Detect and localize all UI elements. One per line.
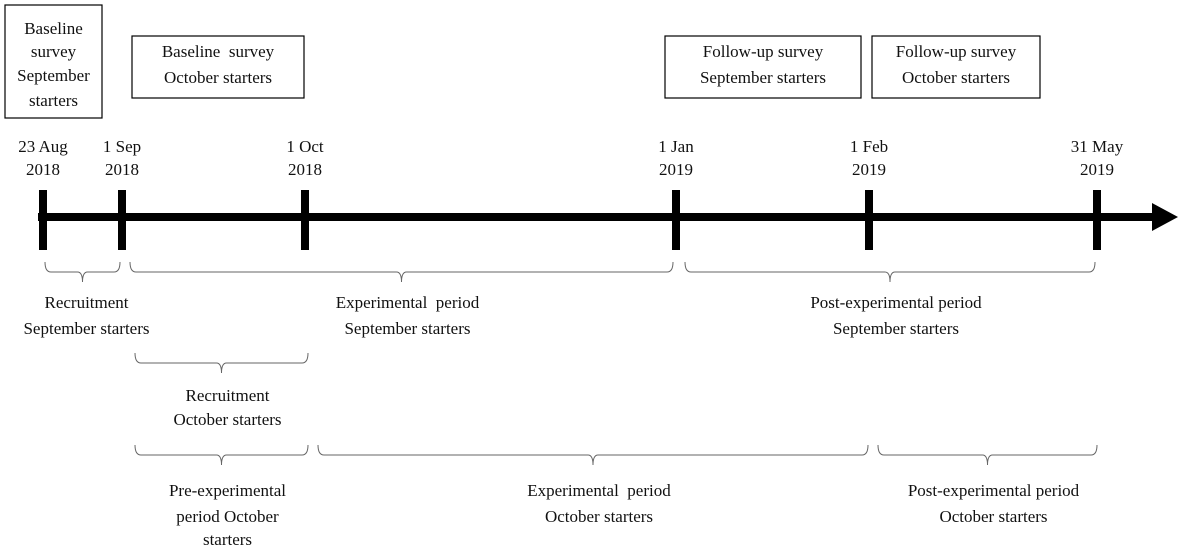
survey-label: Follow-up survey (896, 42, 1017, 61)
period-label: September starters (23, 319, 149, 338)
date-label: 2018 (26, 160, 60, 179)
date-tick (118, 190, 126, 250)
date-tick (39, 190, 47, 250)
date-label: 2019 (1080, 160, 1114, 179)
date-label: 2019 (659, 160, 693, 179)
survey-label: starters (29, 91, 78, 110)
period-bracket (129, 261, 674, 283)
date-label: 1 Jan (658, 137, 694, 156)
period-label: Post-experimental period (810, 293, 982, 312)
survey-label: September starters (700, 68, 826, 87)
period-label: October starters (545, 507, 653, 526)
date-tick (672, 190, 680, 250)
period-bracket (317, 444, 869, 466)
period-bracket (134, 444, 309, 466)
timeline-arrowhead (1152, 203, 1178, 231)
survey-box (4, 4, 103, 119)
date-tick (1093, 190, 1101, 250)
period-bracket (44, 261, 121, 283)
date-label: 2018 (105, 160, 139, 179)
survey-box (871, 35, 1041, 99)
period-bracket (134, 352, 309, 374)
date-label: 1 Feb (850, 137, 888, 156)
period-bracket (684, 261, 1096, 283)
survey-label: October starters (164, 68, 272, 87)
period-label: Recruitment (185, 386, 269, 405)
period-label: Post-experimental period (908, 481, 1080, 500)
date-label: 2018 (288, 160, 322, 179)
period-label: September starters (833, 319, 959, 338)
period-label: October starters (173, 410, 281, 429)
date-tick (865, 190, 873, 250)
period-label: Experimental period (336, 293, 480, 312)
period-label: September starters (344, 319, 470, 338)
period-label: period October (176, 507, 279, 526)
survey-label: September (17, 66, 90, 85)
period-label: Experimental period (527, 481, 671, 500)
survey-box (664, 35, 862, 99)
period-bracket (877, 444, 1098, 466)
period-label: starters (203, 530, 252, 549)
survey-label: survey (31, 42, 77, 61)
survey-label: Baseline (24, 19, 83, 38)
survey-box (131, 35, 305, 99)
period-label: Pre-experimental (169, 481, 286, 500)
period-label: October starters (939, 507, 1047, 526)
timeline-axis (38, 213, 1158, 221)
date-label: 1 Sep (103, 137, 141, 156)
period-label: Recruitment (44, 293, 128, 312)
date-label: 23 Aug (18, 137, 68, 156)
date-label: 2019 (852, 160, 886, 179)
survey-label: Follow-up survey (703, 42, 824, 61)
survey-label: October starters (902, 68, 1010, 87)
date-tick (301, 190, 309, 250)
date-label: 31 May (1071, 137, 1124, 156)
survey-label: Baseline survey (162, 42, 275, 61)
date-label: 1 Oct (286, 137, 324, 156)
